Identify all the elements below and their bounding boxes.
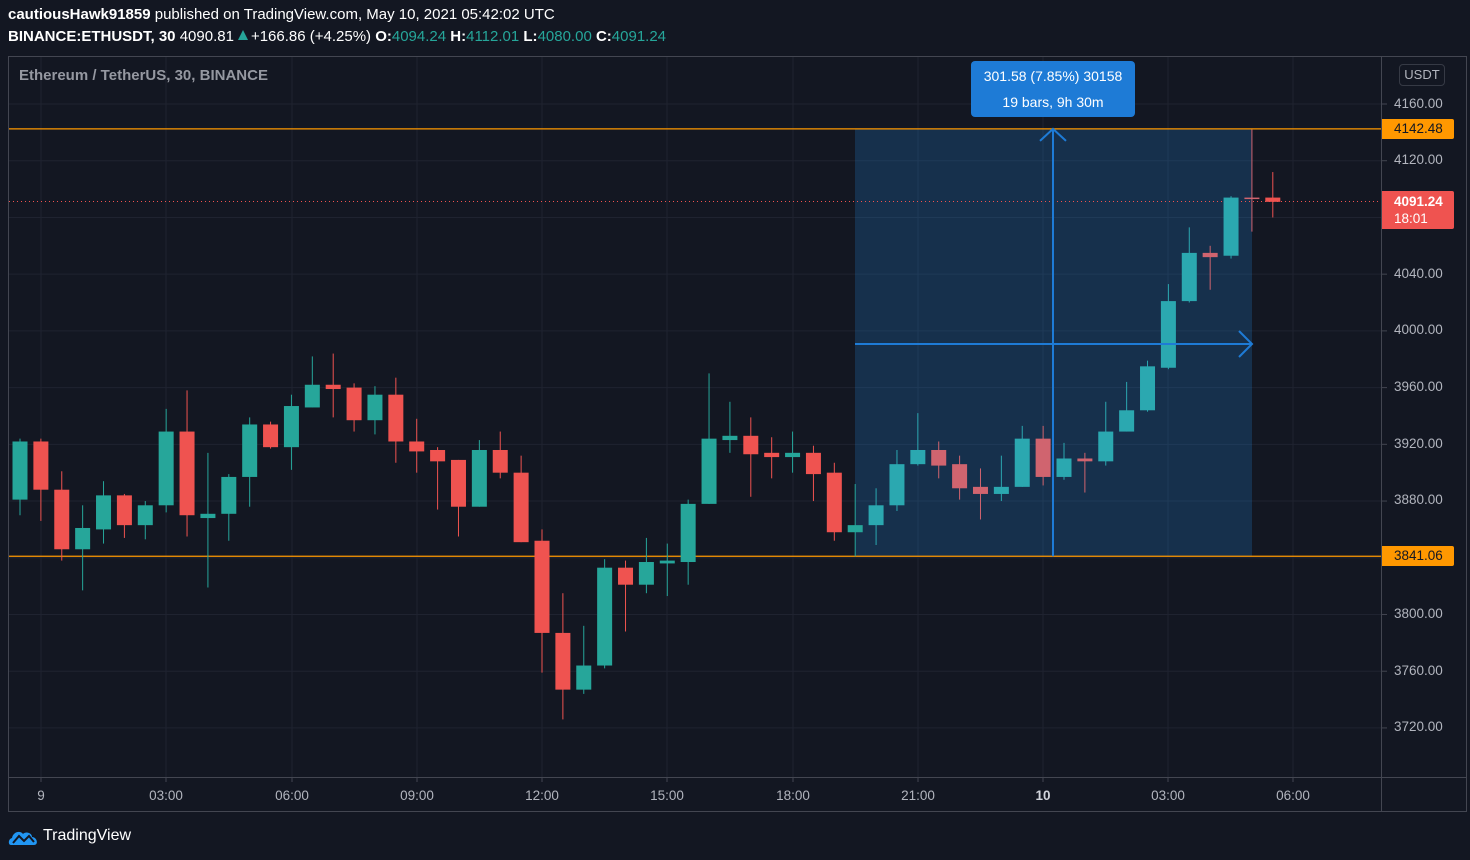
time-tick-day: 10 [1035,788,1051,803]
high-value: 4112.01 [466,28,520,45]
price-tick: 4160.00 [1394,96,1443,111]
time-tick: 03:00 [149,788,183,803]
price-tick: 3880.00 [1394,492,1443,507]
open-value: 4094.24 [391,28,447,45]
price-tick: 3920.00 [1394,436,1443,451]
price-tick: 4040.00 [1394,266,1443,281]
time-tick: 06:00 [1276,788,1310,803]
resistance-price-tag: 4142.48 [1382,119,1454,139]
currency-button[interactable]: USDT [1399,64,1445,86]
tradingview-logo-icon [8,831,37,845]
time-tick: 09:00 [400,788,434,803]
bar-countdown: 18:01 [1394,211,1428,226]
tradingview-brand[interactable]: TradingView [8,826,131,846]
price-tick: 3960.00 [1394,379,1443,394]
triangle-up-icon [237,30,248,40]
brand-label: TradingView [43,827,132,844]
price-tick: 3800.00 [1394,606,1443,621]
price-tick: 4000.00 [1394,322,1443,337]
time-axis-border [8,777,1467,778]
symbol-info: BINANCE:ETHUSDT, 30 4090.81 +166.86 (+4.2… [8,28,666,45]
price-axis[interactable] [1381,56,1467,812]
time-tick: 03:00 [1151,788,1185,803]
published-text: published on TradingView.com, May 10, 20… [154,6,555,23]
close-value: 4091.24 [611,28,667,45]
high-label: H: [450,28,467,45]
publish-info: cautiousHawk91859 published on TradingVi… [8,6,555,23]
symbol-label: BINANCE:ETHUSDT, 30 [8,28,176,45]
time-tick: 12:00 [525,788,559,803]
time-tick: 18:00 [776,788,810,803]
support-price-tag: 3841.06 [1382,546,1454,566]
low-value: 4080.00 [537,28,592,45]
price-tick: 4120.00 [1394,152,1443,167]
chart-pane[interactable] [8,56,1382,812]
open-label: O: [375,28,392,45]
time-tick: 06:00 [275,788,309,803]
current-price-value: 4091.24 [1394,194,1443,209]
measure-price-change: 301.58 (7.85%) 30158 [983,68,1123,84]
measure-tooltip: 301.58 (7.85%) 30158 19 bars, 9h 30m [971,61,1135,117]
last-price: 4090.81 [179,28,234,45]
price-change: +166.86 (+4.25%) [250,28,372,45]
time-tick: 15:00 [650,788,684,803]
close-label: C: [595,28,612,45]
low-label: L: [523,28,538,45]
time-tick: 21:00 [901,788,935,803]
chart-legend-title: Ethereum / TetherUS, 30, BINANCE [19,67,268,84]
measure-bars-duration: 19 bars, 9h 30m [1002,94,1104,110]
price-tick: 3720.00 [1394,719,1443,734]
price-tick: 3760.00 [1394,663,1443,678]
time-tick: 9 [37,788,45,803]
current-price-tag: 4091.24 18:01 [1382,191,1454,229]
author-name[interactable]: cautiousHawk91859 [8,6,151,23]
